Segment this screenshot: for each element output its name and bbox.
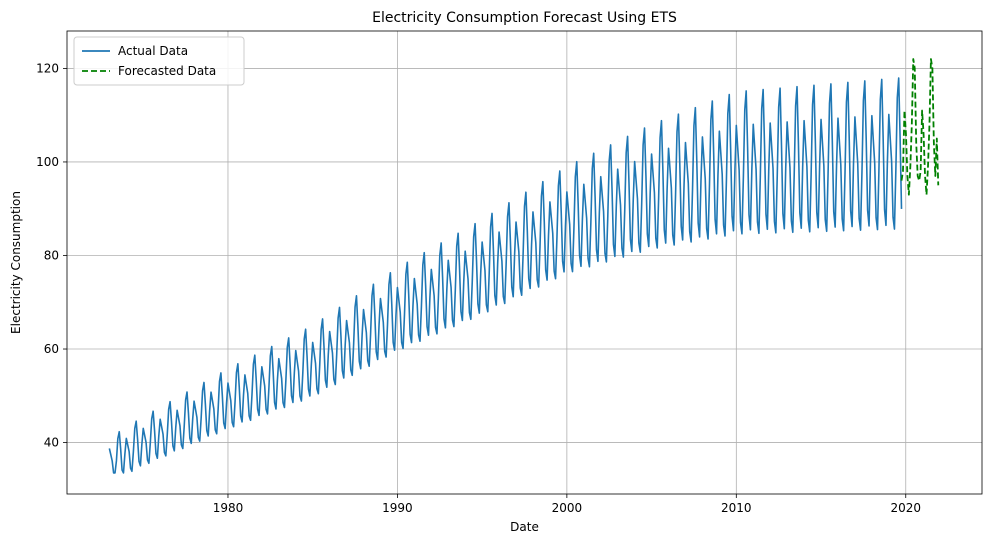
y-tick-label: 40	[44, 436, 59, 450]
y-tick-label: 60	[44, 342, 59, 356]
x-tick-label: 2010	[721, 501, 752, 515]
ticks-layer: 1980 1990 2000 2010 2020 40 60 80 100 120	[36, 61, 921, 515]
series-actual-data-line	[108, 77, 903, 474]
y-axis-label: Electricity Consumption	[9, 191, 23, 334]
series-layer	[108, 58, 940, 474]
x-axis-label: Date	[510, 520, 539, 534]
legend-box	[73, 36, 245, 86]
chart-title: Electricity Consumption Forecast Using E…	[372, 10, 677, 26]
y-tick-label: 100	[36, 155, 59, 169]
x-tick-label: 1980	[213, 501, 244, 515]
plot-frame	[66, 30, 983, 495]
x-tick-label: 2000	[552, 501, 583, 515]
legend: Actual Data Forecasted Data	[73, 36, 245, 86]
legend-label-forecast: Forecasted Data	[118, 64, 216, 78]
y-tick-label: 120	[36, 61, 59, 75]
legend-label-actual: Actual Data	[118, 44, 188, 58]
series-forecasted-data-line	[900, 58, 940, 196]
x-tick-label: 1990	[382, 501, 413, 515]
x-tick-label: 2020	[890, 501, 921, 515]
grid	[67, 31, 982, 494]
y-tick-label: 80	[44, 248, 59, 262]
